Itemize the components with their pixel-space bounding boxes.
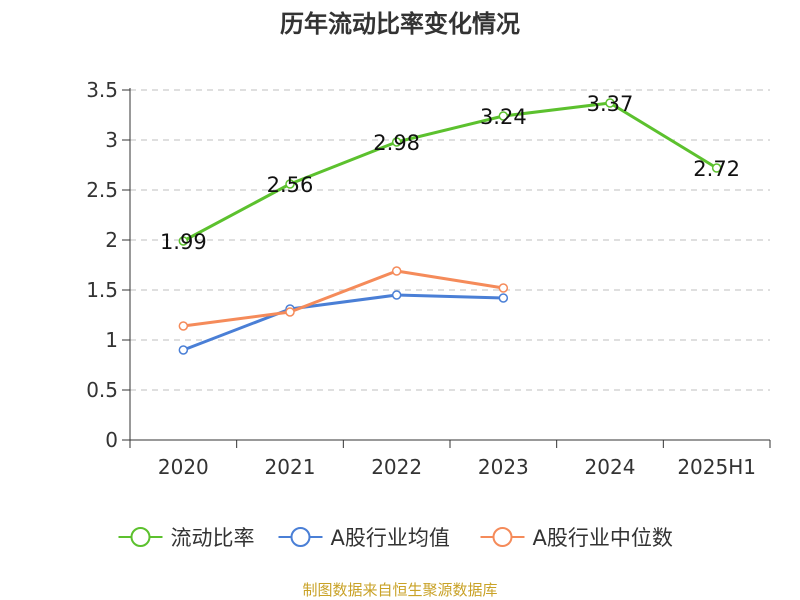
series-0-point [711,163,722,173]
series-0-point [178,236,189,246]
series-0-point [498,111,509,121]
x-tick-label: 2024 [585,455,636,479]
y-tick-label: 0 [105,428,118,452]
series-1-line [182,293,504,352]
y-tick-label: 1 [105,328,118,352]
x-tick-label: 2022 [371,455,422,479]
x-tick-label: 2020 [158,455,209,479]
series-1-point [498,293,509,303]
source-note: 制图数据来自恒生聚源数据库 [302,581,497,599]
series-0-point [285,179,295,189]
data-labels: 1.99 2.56 2.98 3.24 3.37 2.72 [160,92,740,254]
x-tick-label: 2023 [478,455,529,479]
series-0-point [391,137,402,147]
series-0-line [182,101,718,243]
legend-item-0[interactable]: 流动比率 [118,526,255,550]
y-tick-label: 0.5 [86,378,118,402]
y-tick-label: 2.5 [86,178,118,202]
data-label: 3.37 [587,92,634,116]
data-label: 2.98 [373,131,420,155]
legend-item-1[interactable]: A股行业均值 [278,526,450,550]
grid-lines [130,89,770,391]
series-lines [178,98,722,355]
legend-item-2[interactable]: A股行业中位数 [480,526,673,550]
legend-label: A股行业均值 [331,526,450,550]
y-tick-label: 3 [105,128,118,152]
legend[interactable]: 流动比率 A股行业均值 A股行业中位数 [118,526,673,550]
y-axis: 0 0.5 1 1.5 2 2.5 3 3.5 [86,78,131,452]
series-0-point [605,98,615,108]
data-label: 2.72 [693,157,740,181]
series-2-point [178,321,189,331]
series-2-point [391,266,402,276]
series-2-point [498,283,509,293]
x-tick-label: 2021 [265,455,316,479]
legend-label: 流动比率 [171,526,255,550]
legend-marker-icon [492,527,513,547]
data-label: 3.24 [480,105,527,129]
y-tick-label: 2 [105,228,118,252]
legend-marker-icon [130,527,151,547]
x-tick-label: 2025H1 [677,455,756,479]
series-2-line [183,269,504,328]
chart-title: 历年流动比率变化情况 [280,10,520,38]
series-1-point [178,345,189,355]
legend-marker-icon [290,527,311,547]
series-2-point [285,307,295,317]
legend-label: A股行业中位数 [533,526,673,550]
series-1-point [391,290,402,300]
y-tick-label: 3.5 [86,78,118,102]
data-label: 2.56 [267,173,314,197]
x-axis: 2020 2021 2022 2023 2024 2025H1 [129,439,771,479]
y-tick-label: 1.5 [86,278,118,302]
data-label: 1.99 [160,230,207,254]
